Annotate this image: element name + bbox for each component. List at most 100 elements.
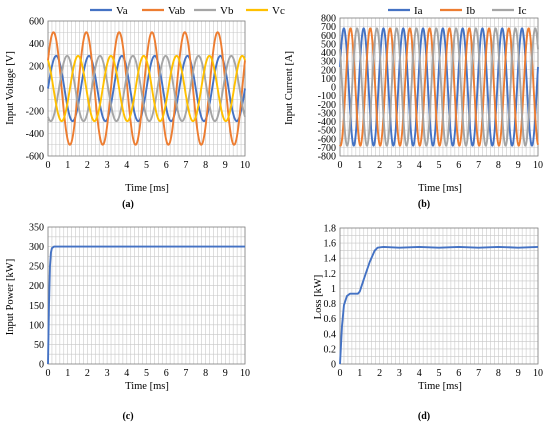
y-tick-label: 400: [29, 39, 44, 50]
panel-c-caption: (c): [122, 411, 133, 422]
x-tick-label: 7: [476, 368, 481, 379]
x-tick-label: 3: [397, 368, 402, 379]
x-tick-label: 0: [46, 160, 51, 171]
y-tick-label: 0: [331, 360, 336, 371]
x-tick-label: 1: [65, 160, 70, 171]
x-tick-label: 4: [417, 160, 422, 171]
y-tick-label: 600: [29, 17, 44, 28]
y-tick-label: 0.8: [324, 299, 337, 310]
x-tick-label: 5: [144, 368, 149, 379]
y-tick-label: 300: [29, 242, 44, 253]
x-tick-label: 5: [437, 368, 442, 379]
series-line-va: [47, 54, 246, 123]
legend-label: Ic: [518, 5, 527, 17]
x-tick-label: 10: [533, 160, 543, 171]
panel-b-caption: (b): [418, 199, 430, 210]
y-tick-label: 400: [321, 48, 336, 59]
legend-label: Ia: [414, 5, 423, 17]
y-tick-label: -800: [318, 152, 336, 163]
y-tick-label: -200: [26, 107, 44, 118]
series-line-ib: [339, 27, 539, 147]
x-tick-label: 7: [476, 160, 481, 171]
legend-label: Vb: [220, 5, 234, 17]
series-line-vc: [47, 54, 246, 123]
y-tick-label: 300: [321, 57, 336, 68]
x-tick-label: 8: [203, 368, 208, 379]
x-tick-label: 0: [338, 160, 343, 171]
x-tick-label: 3: [397, 160, 402, 171]
y-tick-label: 0.2: [324, 344, 337, 355]
x-tick-label: 1: [357, 368, 362, 379]
y-tick-label: 150: [29, 301, 44, 312]
x-tick-label: 2: [377, 160, 382, 171]
x-tick-label: 8: [496, 160, 501, 171]
panel-c-ylabel: Input Power [kW]: [5, 259, 16, 335]
series-line-ic: [339, 27, 539, 147]
x-tick-label: 2: [377, 368, 382, 379]
y-tick-label: 800: [321, 14, 336, 25]
panel-a-ylabel: Input Voltage [V]: [5, 51, 16, 125]
panel-b-xlabel: Time [ms]: [418, 183, 462, 194]
panel-b-ylabel: Input Current [A]: [284, 51, 295, 125]
y-tick-label: 1.4: [324, 254, 337, 265]
panel-d-caption: (d): [418, 411, 430, 422]
x-tick-label: 5: [144, 160, 149, 171]
x-tick-label: 9: [223, 368, 228, 379]
legend-label: Ib: [466, 5, 476, 17]
x-tick-label: 4: [124, 368, 129, 379]
y-tick-label: 50: [34, 340, 44, 351]
panel-a-voltage: 0 1 2 3 4 5 6 7 8 9 10 -600 -400 -200 0 200 400 600 Va Vab V…: [5, 5, 285, 210]
panel-a-plot-area: 0 1 2 3 4 5 6 7 8 9 10 -600 -400 -200 0 200 400 600 Va Vab V…: [26, 5, 285, 171]
y-tick-label: -200: [318, 100, 336, 111]
panel-d-ylabel: Loss [kW]: [313, 275, 324, 320]
y-tick-label: -600: [318, 134, 336, 145]
x-tick-label: 9: [516, 160, 521, 171]
plot-frame: [47, 226, 246, 365]
x-tick-label: 5: [437, 160, 442, 171]
y-tick-label: 0: [331, 83, 336, 94]
x-tick-label: 2: [85, 368, 90, 379]
legend-label: Va: [116, 5, 128, 17]
x-tick-label: 1: [357, 160, 362, 171]
y-tick-label: 0: [39, 360, 44, 371]
y-tick-label: 1.8: [324, 224, 337, 235]
panel-c-xlabel: Time [ms]: [125, 381, 169, 392]
series-line-ia: [339, 27, 539, 147]
y-tick-label: -700: [318, 143, 336, 154]
y-tick-label: 100: [29, 320, 44, 331]
x-tick-label: 4: [417, 368, 422, 379]
x-tick-label: 10: [240, 368, 250, 379]
x-tick-label: 0: [338, 368, 343, 379]
panel-a-caption: (a): [122, 199, 134, 210]
x-tick-label: 6: [456, 368, 461, 379]
y-tick-label: 200: [321, 65, 336, 76]
y-tick-label: 200: [29, 62, 44, 73]
y-tick-label: 1.2: [324, 269, 337, 280]
plot-frame: [339, 17, 539, 157]
x-tick-label: 6: [164, 368, 169, 379]
panel-a-xlabel: Time [ms]: [125, 183, 169, 194]
y-tick-label: 0.6: [324, 314, 337, 325]
panel-d-xlabel: Time [ms]: [418, 381, 462, 392]
x-tick-label: 6: [456, 160, 461, 171]
panel-b-current: 0 1 2 3 4 5 6 7 8 9 10 -800-700-600-500-400-300-200…: [284, 5, 543, 210]
series-line-main: [339, 245, 539, 365]
x-tick-label: 2: [85, 160, 90, 171]
y-tick-label: 1: [331, 284, 336, 295]
panel-b-plot-area: 0 1 2 3 4 5 6 7 8 9 10 -800-700-600-500-400-300-200…: [318, 5, 543, 171]
x-tick-label: 3: [105, 368, 110, 379]
x-tick-label: 10: [240, 160, 250, 171]
y-tick-label: 0.4: [324, 329, 337, 340]
plot-frame: [339, 227, 539, 365]
y-tick-label: 100: [321, 74, 336, 85]
y-tick-label: -400: [318, 117, 336, 128]
x-tick-label: 1: [65, 368, 70, 379]
panel-d-loss: 0 1 2 3 4 5 6 7 8 9 10 0 0.2 0.4 0.6 0.8 1 1.2 1.4 1.6 1.8 T…: [313, 224, 543, 423]
y-tick-label: 1.6: [324, 239, 337, 250]
x-tick-label: 7: [183, 160, 188, 171]
x-tick-label: 10: [533, 368, 543, 379]
x-tick-label: 0: [46, 368, 51, 379]
x-tick-label: 8: [203, 160, 208, 171]
